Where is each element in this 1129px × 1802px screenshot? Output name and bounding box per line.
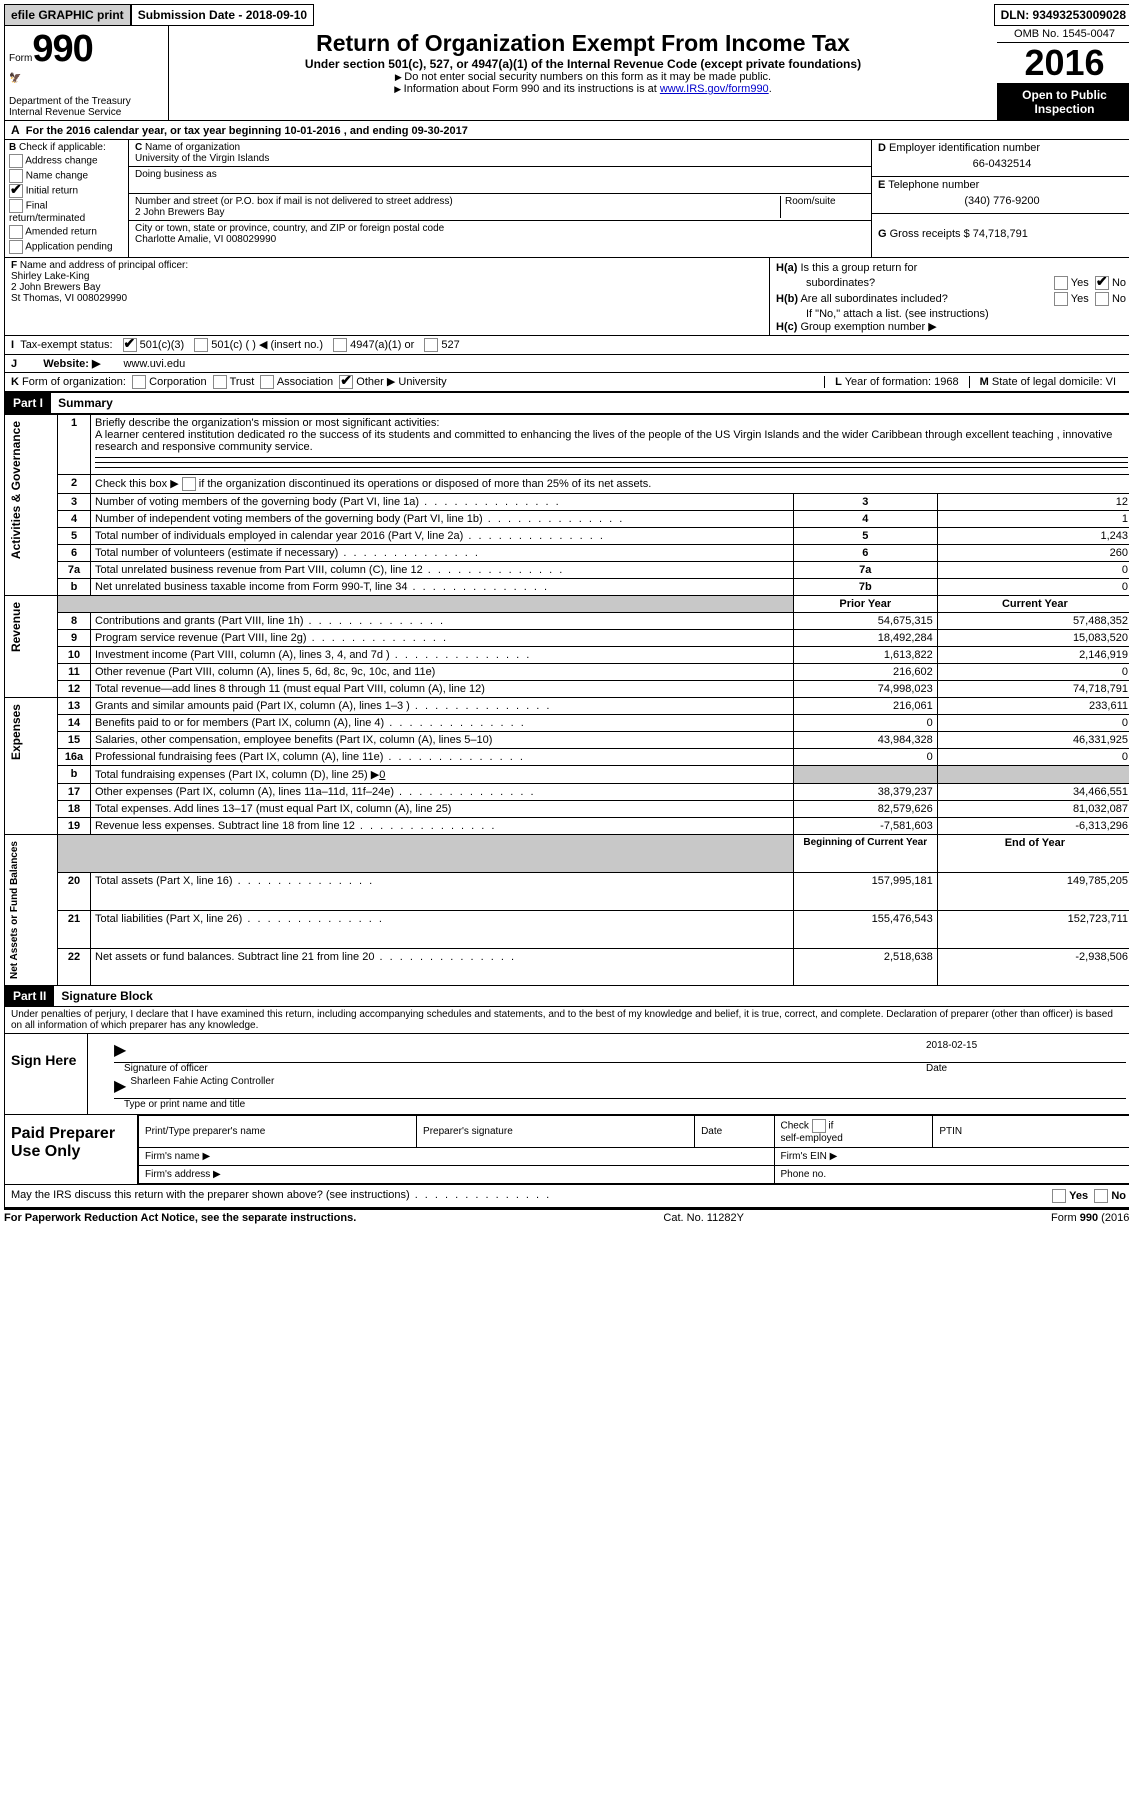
org-address: 2 John Brewers Bay — [135, 207, 225, 218]
mission-text: A learner centered institution dedicated… — [95, 429, 1112, 453]
ein: 66-0432514 — [878, 154, 1126, 174]
section-b: B Check if applicable: Address change Na… — [5, 140, 129, 257]
efile-print-button[interactable]: efile GRAPHIC print — [4, 4, 131, 26]
telephone: (340) 776-9200 — [878, 191, 1126, 211]
dept-treasury: Department of the Treasury — [9, 96, 164, 107]
omb-number: OMB No. 1545-0047 — [997, 26, 1129, 43]
org-name: University of the Virgin Islands — [135, 153, 269, 164]
sign-here-label: Sign Here — [5, 1034, 88, 1114]
submission-date: Submission Date - 2018-09-10 — [131, 4, 314, 26]
line-a-taxyear: For the 2016 calendar year, or tax year … — [26, 125, 468, 137]
part1-header: Part I — [5, 393, 51, 413]
irs-link[interactable]: www.IRS.gov/form990 — [660, 83, 769, 95]
tax-year: 2016 — [997, 43, 1129, 84]
penalty-text: Under penalties of perjury, I declare th… — [5, 1007, 1129, 1033]
year-formation: Year of formation: 1968 — [845, 376, 959, 388]
officer-name: Shirley Lake-King — [11, 271, 89, 282]
open-inspection: Open to PublicInspection — [997, 84, 1129, 120]
note-ssn: Do not enter social security numbers on … — [199, 71, 967, 83]
website: www.uvi.edu — [123, 358, 185, 370]
irs-label: Internal Revenue Service — [9, 107, 164, 118]
dln: DLN: 93493253009028 — [994, 4, 1129, 26]
note-info: Information about Form 990 and its instr… — [199, 83, 967, 95]
domicile: State of legal domicile: VI — [992, 376, 1116, 388]
sig-date: 2018-02-15 — [926, 1040, 1126, 1060]
form-prefix: Form — [9, 53, 32, 64]
paid-preparer-label: Paid Preparer Use Only — [5, 1115, 138, 1184]
footer: For Paperwork Reduction Act Notice, see … — [4, 1208, 1129, 1224]
form-header: Form990 🦅 Department of the Treasury Int… — [4, 26, 1129, 121]
summary-table: Activities & Governance 1 Briefly descri… — [4, 414, 1129, 986]
gross-receipts: Gross receipts $ 74,718,791 — [890, 228, 1028, 240]
form-title: Return of Organization Exempt From Incom… — [199, 30, 967, 57]
form-number: 990 — [32, 28, 92, 70]
officer-print-name: Sharleen Fahie Acting Controller — [130, 1076, 274, 1096]
top-bar: efile GRAPHIC print Submission Date - 20… — [4, 4, 1129, 26]
part2-header: Part II — [5, 986, 54, 1006]
form-subtitle: Under section 501(c), 527, or 4947(a)(1)… — [199, 57, 967, 71]
org-city: Charlotte Amalie, VI 008029990 — [135, 234, 276, 245]
